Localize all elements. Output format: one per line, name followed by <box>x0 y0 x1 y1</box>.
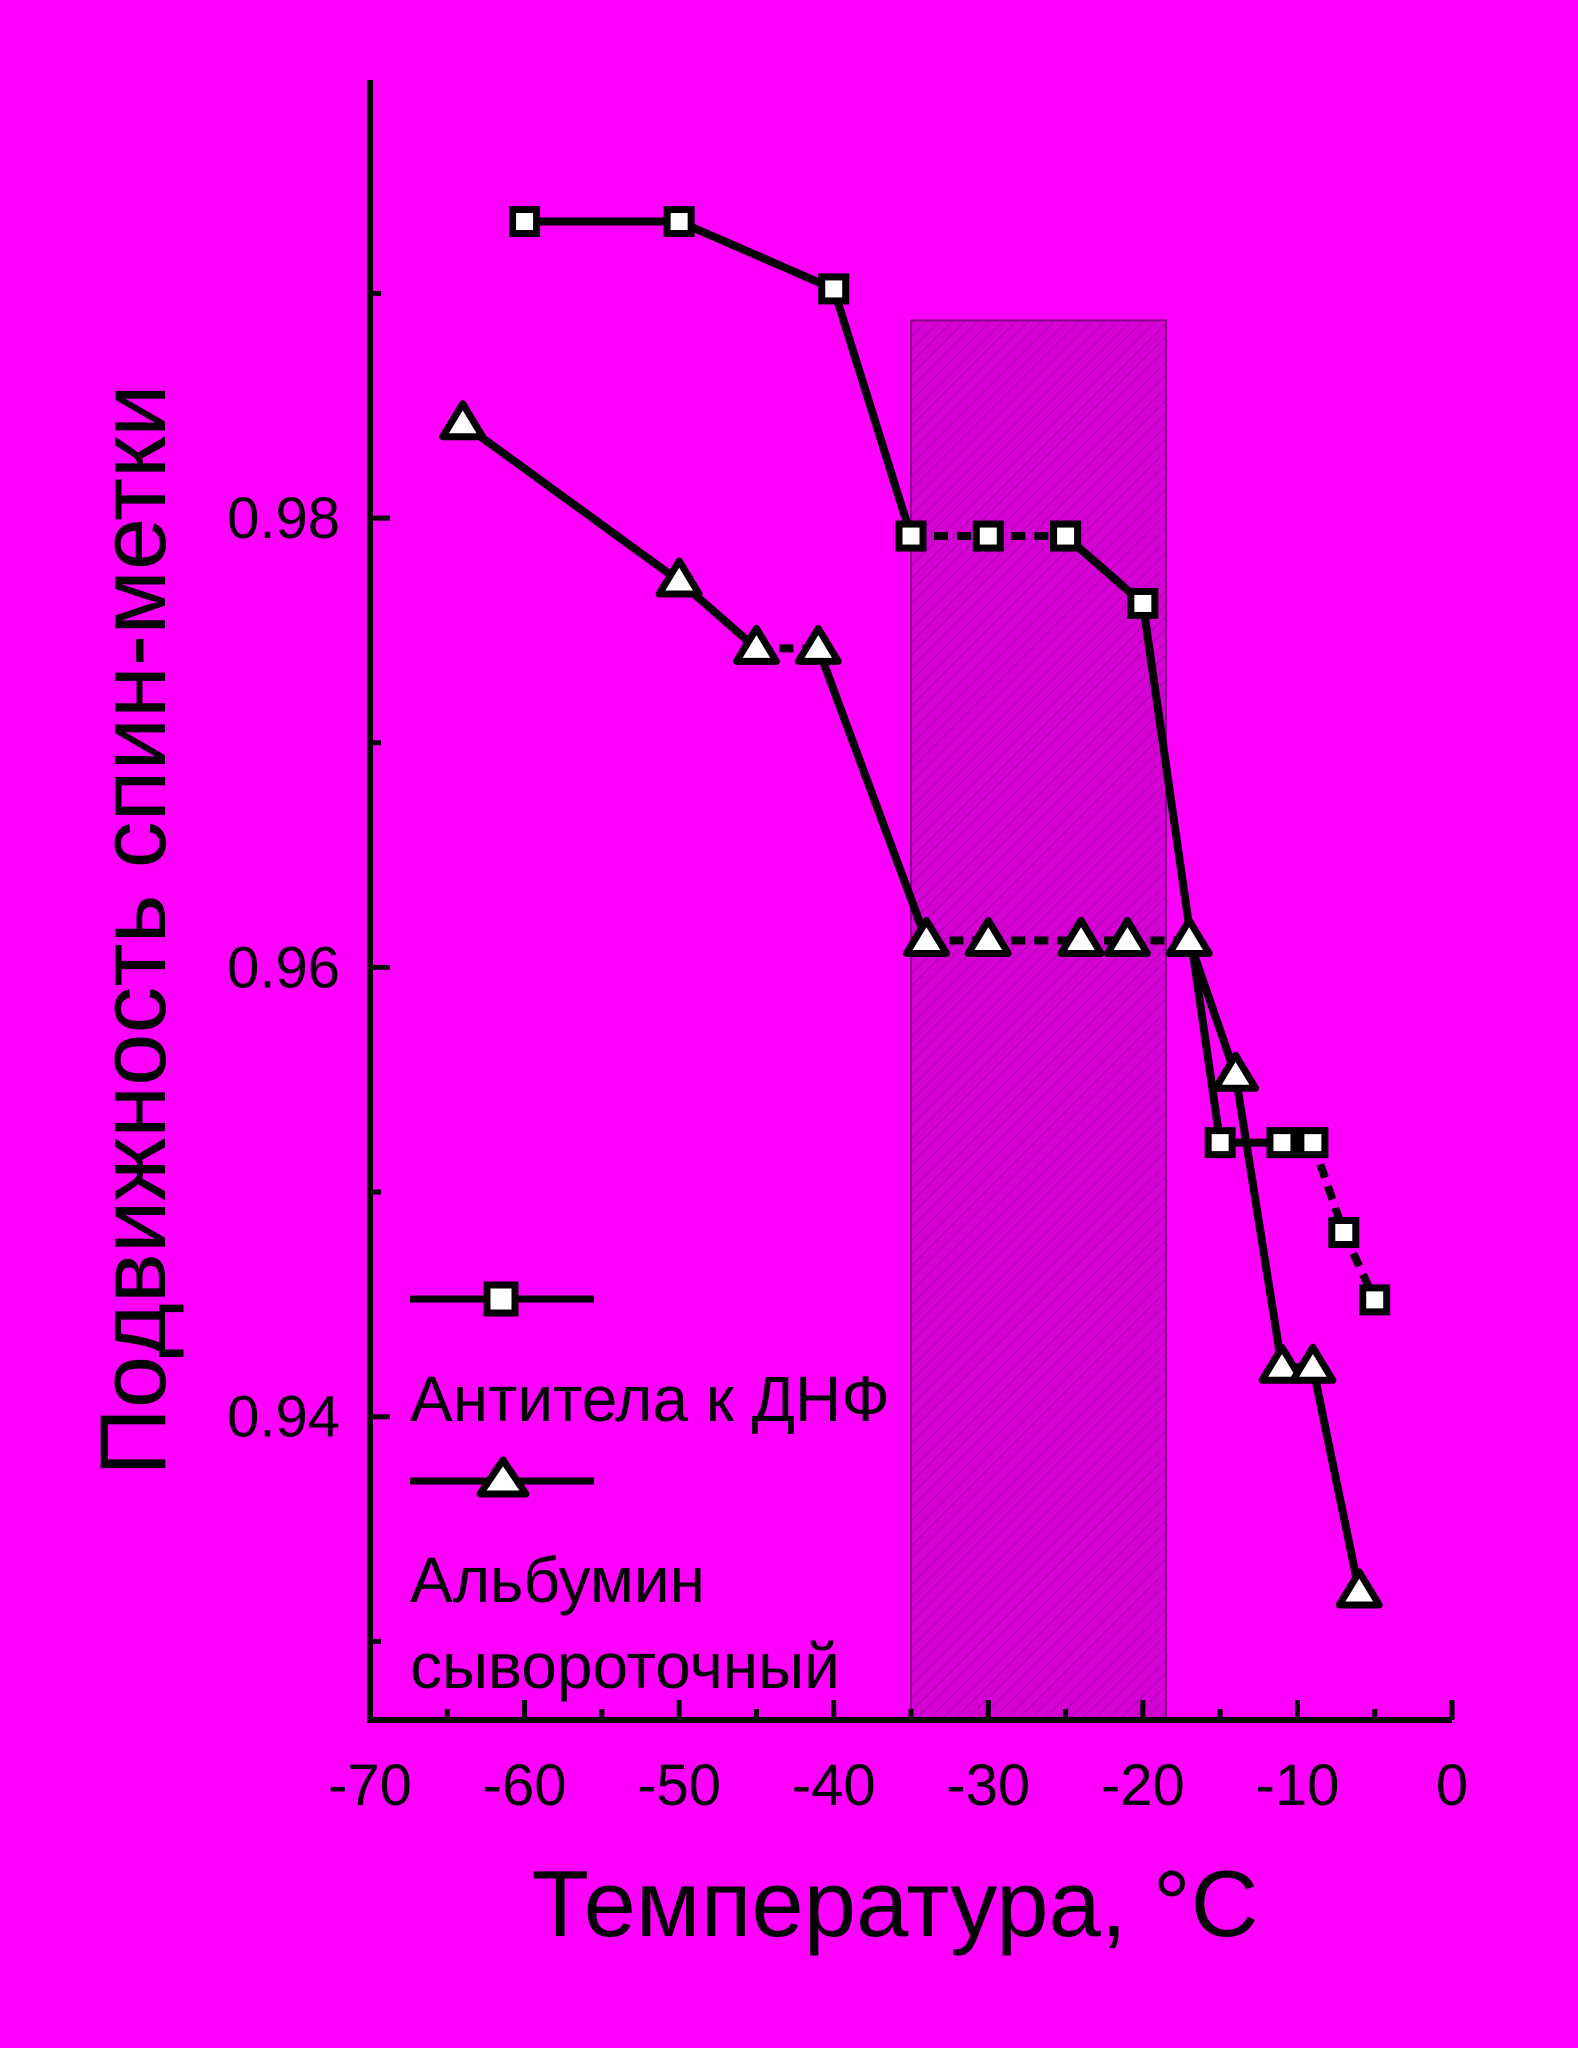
data-point-square <box>1204 1127 1236 1159</box>
legend: Антитела к ДНФ Альбумин сывороточный <box>410 1281 890 1702</box>
data-point-square <box>509 206 541 238</box>
shaded-region <box>910 319 1168 1722</box>
data-point-triangle <box>794 624 842 665</box>
data-point-square <box>1328 1216 1360 1248</box>
data-point-triangle <box>655 557 703 598</box>
y-tick-label: 0.94 <box>227 1385 340 1450</box>
legend-triangle-marker <box>476 1456 530 1498</box>
data-point-square <box>1266 1127 1298 1159</box>
legend-label-albumin-line-2: сывороточный <box>410 1630 840 1702</box>
data-point-square <box>1127 587 1159 619</box>
y-axis-title: Подвижность спин-метки <box>80 384 185 1475</box>
data-point-triangle <box>1289 1343 1337 1384</box>
series-antibodies <box>509 206 1391 1316</box>
series-segment <box>1185 939 1240 1077</box>
x-tick-label: -10 <box>1256 1753 1340 1818</box>
data-point-square <box>663 206 695 238</box>
x-tick-label: -30 <box>946 1753 1030 1818</box>
series-segment <box>460 420 682 585</box>
data-point-triangle <box>902 916 950 957</box>
x-tick-label: -70 <box>328 1753 412 1818</box>
x-tick-label: -20 <box>1101 1753 1185 1818</box>
data-point-triangle <box>1165 916 1213 957</box>
series-segment <box>1231 1074 1286 1368</box>
data-point-triangle <box>964 916 1012 957</box>
y-tick-label: 0.96 <box>227 935 340 1000</box>
series-segment <box>677 217 836 293</box>
x-tick-label: -50 <box>637 1753 721 1818</box>
series-segment <box>829 287 915 538</box>
x-axis-ticks: -70 -60 -50 -40 -30 -20 -10 0 <box>328 1700 1468 1818</box>
data-point-triangle <box>1103 916 1151 957</box>
legend-label-antibodies: Антитела к ДНФ <box>410 1363 890 1435</box>
series-segment <box>1138 602 1225 1144</box>
legend-label-albumin-line-1: Альбумин <box>410 1544 705 1616</box>
data-point-square <box>1297 1127 1329 1159</box>
data-point-square <box>1359 1284 1391 1316</box>
data-point-triangle <box>439 400 487 441</box>
x-tick-label: -60 <box>483 1753 567 1818</box>
x-tick-label: -40 <box>792 1753 876 1818</box>
y-tick-label: 0.98 <box>227 486 340 551</box>
x-axis-title: Температура, °C <box>531 1851 1258 1956</box>
legend-square-marker <box>483 1281 519 1317</box>
data-point-square <box>1050 520 1082 552</box>
data-point-triangle <box>1258 1343 1306 1384</box>
series-segment <box>814 646 931 942</box>
x-tick-label: 0 <box>1436 1753 1468 1818</box>
data-point-triangle <box>1212 1051 1260 1092</box>
data-point-square <box>895 520 927 552</box>
data-point-square <box>818 273 850 305</box>
data-point-square <box>972 520 1004 552</box>
series-albumin <box>439 400 1383 1609</box>
y-axis-ticks: 0.94 0.96 0.98 <box>227 290 390 1644</box>
data-point-triangle <box>1057 916 1105 957</box>
data-point-triangle <box>732 624 780 665</box>
data-point-triangle <box>1335 1568 1383 1609</box>
axes: -70 -60 -50 -40 -30 -20 -10 0 0.94 0.96 0.98 <box>227 80 1468 1818</box>
series-layer <box>439 206 1391 1609</box>
series-segment <box>1308 1366 1364 1593</box>
